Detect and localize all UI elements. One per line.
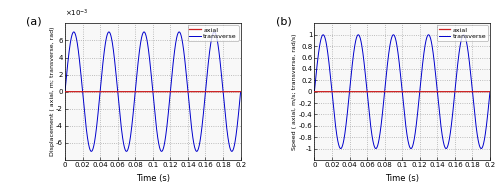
X-axis label: Time (s): Time (s) xyxy=(136,174,170,183)
transverse xyxy=(344,121,349,124)
axial xyxy=(193,90,199,93)
transverse xyxy=(378,121,384,123)
transverse xyxy=(238,90,244,93)
transverse xyxy=(456,54,462,56)
axial xyxy=(456,90,462,93)
transverse xyxy=(416,91,422,93)
axial xyxy=(168,90,173,93)
Text: (a): (a) xyxy=(26,17,42,27)
axial xyxy=(62,90,68,93)
Line: transverse: transverse xyxy=(65,32,240,151)
transverse xyxy=(229,150,235,152)
axial xyxy=(378,90,384,93)
axial xyxy=(312,90,318,93)
transverse xyxy=(176,31,182,33)
axial xyxy=(94,90,100,93)
Y-axis label: Speed ( axial, m/s; transverse, rad/s): Speed ( axial, m/s; transverse, rad/s) xyxy=(292,33,297,150)
axial xyxy=(487,90,493,93)
transverse xyxy=(312,90,318,93)
transverse xyxy=(442,147,448,149)
transverse xyxy=(62,90,68,93)
Legend: axial, transverse: axial, transverse xyxy=(188,25,238,41)
transverse xyxy=(320,34,326,36)
axial xyxy=(176,90,182,93)
transverse xyxy=(478,147,484,150)
transverse xyxy=(129,122,135,124)
transverse xyxy=(168,91,173,93)
Text: $\times10^{-3}$: $\times10^{-3}$ xyxy=(65,8,88,19)
Line: transverse: transverse xyxy=(314,35,490,149)
Text: (b): (b) xyxy=(276,17,291,27)
transverse xyxy=(71,31,77,33)
axial xyxy=(416,90,422,93)
axial xyxy=(442,90,448,93)
axial xyxy=(206,90,212,93)
axial xyxy=(129,90,135,93)
X-axis label: Time (s): Time (s) xyxy=(385,174,419,183)
axial xyxy=(344,90,349,93)
Legend: axial, transverse: axial, transverse xyxy=(437,25,488,41)
axial xyxy=(426,90,432,93)
transverse xyxy=(206,52,212,54)
axial xyxy=(238,90,244,93)
transverse xyxy=(193,150,199,152)
transverse xyxy=(426,34,432,36)
transverse xyxy=(94,123,100,125)
Y-axis label: Displacement ( axial, m; transverse, rad): Displacement ( axial, m; transverse, rad… xyxy=(50,27,54,156)
transverse xyxy=(487,90,493,93)
